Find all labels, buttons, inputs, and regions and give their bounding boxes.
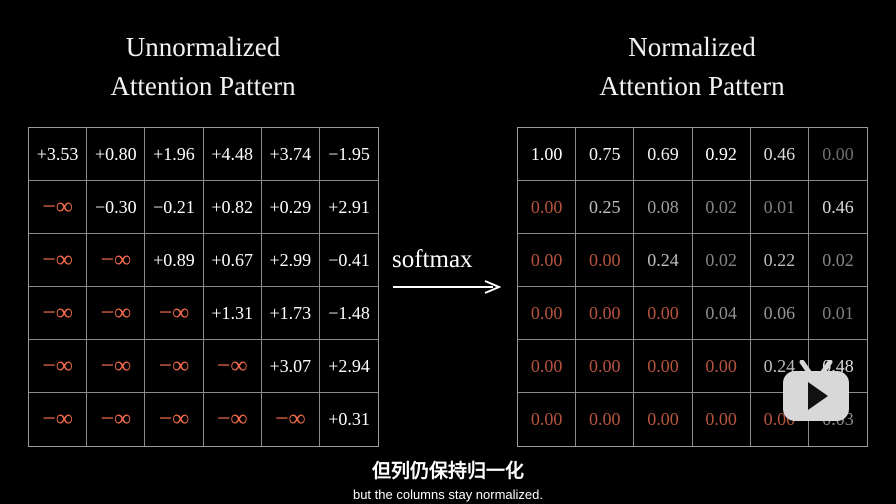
unnormalized-cell: −∞ (29, 287, 88, 340)
normalized-cell: 0.02 (692, 181, 751, 234)
unnormalized-cell: −∞ (87, 287, 146, 340)
unnormalized-cell: −1.48 (319, 287, 379, 340)
unnormalized-cell: +0.80 (87, 128, 146, 181)
normalized-cell: 0.01 (750, 181, 809, 234)
normalized-cell: 0.22 (750, 234, 809, 287)
unnormalized-cell: −∞ (29, 393, 88, 446)
normalized-cell: 1.00 (518, 128, 577, 181)
left-title-line1: Unnormalized (125, 32, 281, 62)
normalized-cell: 0.00 (693, 393, 751, 446)
unnormalized-cell: +2.94 (319, 340, 379, 393)
normalized-matrix: 1.00 0.75 0.69 0.92 0.46 0.00 0.00 0.25 0.08 0.02… (517, 127, 869, 447)
unnormalized-cell: −∞ (145, 340, 204, 393)
unnormalized-cell: −∞ (87, 234, 146, 287)
unnormalized-cell: −∞ (29, 181, 88, 234)
normalized-cell: 0.08 (634, 181, 693, 234)
unnormalized-cell: −∞ (29, 234, 88, 287)
normalized-cell: 0.24 (750, 340, 809, 393)
unnormalized-cell: −0.21 (145, 181, 204, 234)
unnormalized-cell: +0.29 (261, 181, 320, 234)
right-title-line2: Attention Pattern (599, 71, 785, 101)
subtitle-chinese: 但列仍保持归一化 (371, 460, 524, 482)
subtitle-english: but the columns stay normalized. (352, 487, 544, 502)
unnormalized-cell: −∞ (29, 340, 88, 393)
right-arrow-icon (393, 280, 501, 294)
normalized-cell: 0.00 (692, 340, 751, 393)
unnormalized-cell: +2.99 (261, 234, 320, 287)
normalized-cell: 0.24 (634, 234, 693, 287)
normalized-cell: 0.00 (808, 128, 868, 181)
unnormalized-cell: +3.53 (29, 128, 88, 181)
normalized-cell: 0.00 (634, 340, 693, 393)
unnormalized-cell: −∞ (87, 340, 146, 393)
normalized-cell: 0.46 (750, 128, 809, 181)
unnormalized-cell: −∞ (204, 393, 262, 446)
unnormalized-cell: −1.95 (319, 128, 379, 181)
normalized-cell: 0.00 (518, 340, 577, 393)
unnormalized-cell: +0.31 (328, 409, 370, 429)
normalized-cell: 0.00 (576, 393, 635, 446)
unnormalized-matrix: +3.53 +0.80 +1.96 +4.48 +3.74 −1.95 −∞ −0.30 −0.… (28, 127, 380, 447)
normalized-cell: 0.00 (518, 181, 577, 234)
unnormalized-cell: −∞ (145, 287, 204, 340)
unnormalized-cell: −∞ (262, 393, 320, 446)
normalized-cell: 0.46 (808, 181, 868, 234)
unnormalized-cell: +3.07 (261, 340, 320, 393)
unnormalized-cell: +2.91 (319, 181, 379, 234)
unnormalized-cell: +1.31 (203, 287, 262, 340)
normalized-cell: 0.00 (518, 234, 577, 287)
unnormalized-cell: +0.67 (203, 234, 262, 287)
right-title-line1: Normalized (628, 32, 756, 62)
left-title: Unnormalized Attention Pattern (28, 28, 378, 106)
unnormalized-cell: −0.30 (87, 181, 146, 234)
normalized-cell: 0.01 (808, 287, 868, 340)
play-tv-icon[interactable] (782, 360, 850, 422)
normalized-cell: 0.75 (576, 128, 635, 181)
unnormalized-cell: +0.89 (145, 234, 204, 287)
left-title-line2: Attention Pattern (110, 71, 296, 101)
normalized-cell: 0.04 (692, 287, 751, 340)
unnormalized-cell: −0.41 (319, 234, 379, 287)
normalized-cell: 0.00 (576, 287, 635, 340)
unnormalized-cell: +0.82 (203, 181, 262, 234)
unnormalized-cell: +4.48 (203, 128, 262, 181)
unnormalized-cell: −∞ (145, 393, 204, 446)
normalized-cell: 0.00 (518, 393, 577, 446)
normalized-cell: 0.02 (692, 234, 751, 287)
normalized-cell: 0.25 (576, 181, 635, 234)
unnormalized-cell: +1.96 (145, 128, 204, 181)
normalized-cell: 0.69 (634, 128, 693, 181)
right-title: Normalized Attention Pattern (517, 28, 867, 106)
unnormalized-cell: −∞ (203, 340, 262, 393)
normalized-cell: 0.02 (808, 234, 868, 287)
unnormalized-cell: +1.73 (261, 287, 320, 340)
unnormalized-cell: −∞ (87, 393, 146, 446)
normalized-cell: 0.00 (634, 393, 693, 446)
normalized-cell: 0.00 (518, 287, 577, 340)
normalized-cell: 0.06 (750, 287, 809, 340)
normalized-cell: 0.00 (576, 234, 635, 287)
normalized-cell: 0.00 (634, 287, 693, 340)
normalized-cell: 0.00 (576, 340, 635, 393)
softmax-label: softmax (392, 246, 473, 273)
normalized-cell: 0.92 (692, 128, 751, 181)
unnormalized-cell: +3.74 (261, 128, 320, 181)
